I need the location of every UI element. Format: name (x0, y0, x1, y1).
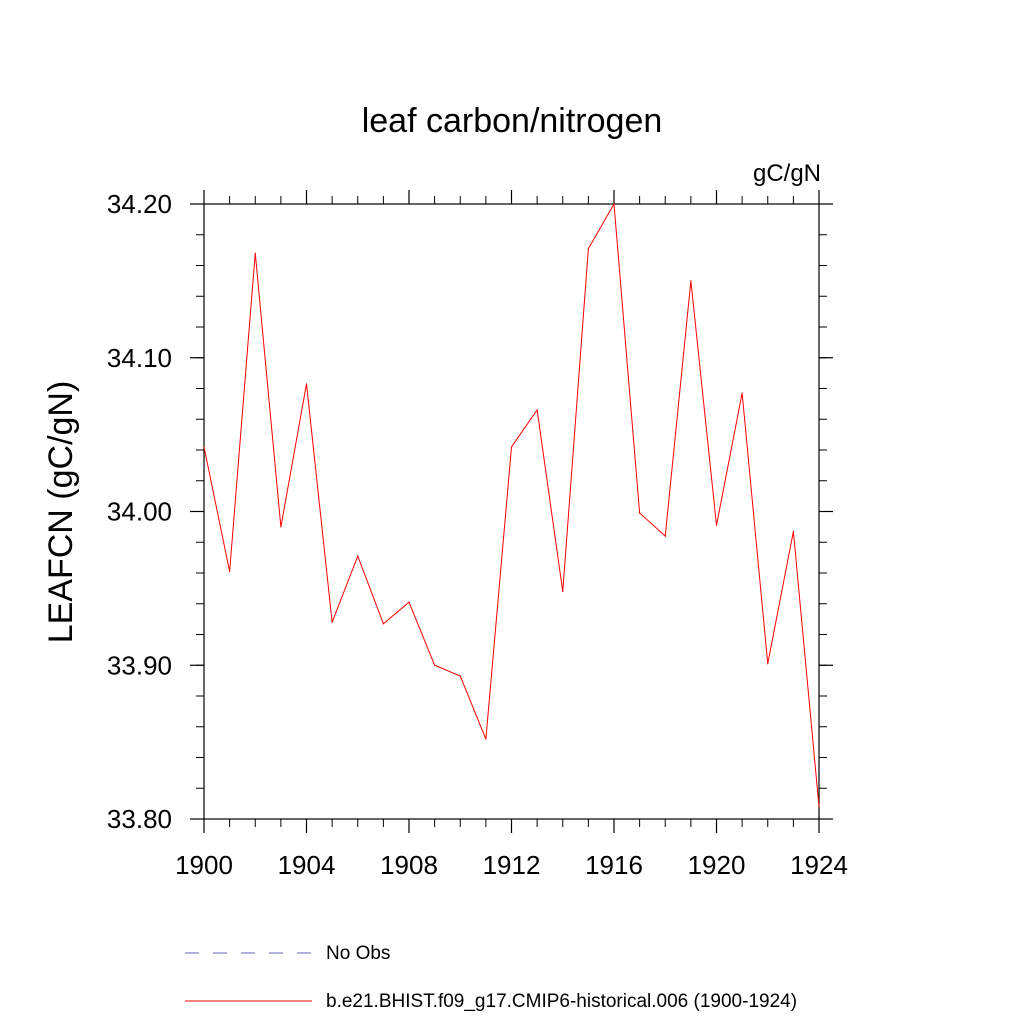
data-point (229, 570, 231, 573)
x-tick-label: 1916 (585, 850, 643, 880)
data-point (690, 280, 692, 282)
data-point (562, 590, 564, 593)
data-point (382, 623, 384, 625)
data-point (715, 524, 718, 526)
x-tick-label: 1912 (483, 850, 541, 880)
data-point (305, 383, 308, 385)
x-tick-label: 1908 (380, 850, 438, 880)
chart-title: leaf carbon/nitrogen (362, 102, 663, 140)
legend-label-no-obs: No Obs (326, 943, 390, 964)
x-tick-label: 1920 (688, 850, 746, 880)
data-point (331, 621, 333, 623)
y-tick-label: 34.00 (107, 497, 172, 527)
y-tick-labels: 33.80 33.90 34.00 34.10 34.20 (107, 189, 172, 834)
data-point (485, 738, 487, 740)
minor-ticks (196, 196, 827, 827)
y-tick-label: 33.90 (107, 650, 172, 680)
data-point (664, 535, 666, 537)
data-point (587, 247, 589, 250)
data-point (792, 530, 794, 533)
data-point (408, 601, 410, 603)
data-point (357, 555, 359, 557)
data-point (536, 409, 538, 411)
series-layer (203, 202, 820, 808)
data-point (280, 526, 282, 528)
data-point (767, 663, 769, 665)
major-ticks (190, 190, 833, 833)
y-tick-label: 34.10 (107, 343, 172, 373)
data-point (459, 675, 461, 677)
data-point (818, 806, 820, 808)
x-tick-label: 1900 (175, 850, 233, 880)
legend: No Obs b.e21.BHIST.f09_g17.CMIP6-histori… (185, 943, 797, 1012)
data-point (639, 512, 641, 514)
data-point (510, 446, 513, 448)
data-point (613, 203, 615, 205)
y-axis-label: LEAFCN (gC/gN) (42, 381, 80, 644)
data-point (741, 392, 743, 394)
y-tick-label: 34.20 (107, 189, 172, 219)
x-tick-label: 1904 (278, 850, 336, 880)
data-point (434, 664, 436, 666)
data-point (203, 446, 205, 448)
legend-label-series: b.e21.BHIST.f09_g17.CMIP6-historical.006… (326, 991, 797, 1012)
plot-frame (203, 203, 820, 820)
y-tick-label: 33.80 (107, 804, 172, 834)
series-line (203, 202, 820, 807)
units-label: gC/gN (753, 160, 821, 187)
data-point (254, 252, 256, 254)
x-tick-label: 1924 (790, 850, 848, 880)
x-tick-labels: 1900 1904 1908 1912 1916 1920 1924 (175, 850, 848, 880)
